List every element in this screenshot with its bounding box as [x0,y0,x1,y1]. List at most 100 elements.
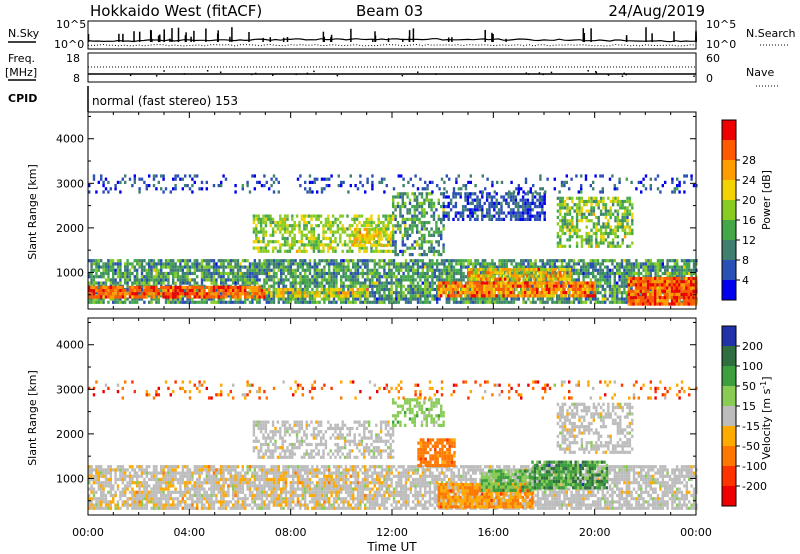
heatmap-cell [301,281,304,285]
heatmap-cell [217,297,220,301]
heatmap-cell [150,278,153,282]
heatmap-cell [331,249,335,253]
heatmap-cell [692,283,695,287]
heatmap-cell [179,262,182,266]
heatmap-cell [450,262,453,266]
heatmap-cell [640,294,643,298]
heatmap-cell [527,262,530,266]
heatmap-cell [420,192,424,196]
heatmap-cell [516,268,519,272]
heatmap-cell [406,211,409,215]
heatmap-cell [642,286,645,290]
heatmap-cell [124,262,127,266]
heatmap-cell [340,262,343,266]
heatmap-cell [282,300,285,304]
heatmap-cell [305,243,308,247]
heatmap-cell [506,277,509,281]
heatmap-cell [466,198,470,202]
heatmap-cell [627,289,630,293]
heatmap-cell [476,259,480,263]
heatmap-cell [361,288,364,292]
heatmap-cell [294,300,297,304]
heatmap-cell [312,230,316,234]
heatmap-cell [371,271,374,276]
heatmap-cell [310,246,313,250]
heatmap-cell [515,262,518,266]
heatmap-cell [160,259,163,263]
heatmap-cell [416,201,419,205]
heatmap-cell [529,205,532,209]
heatmap-cell [438,297,441,301]
heatmap-cell [611,287,614,292]
heatmap-cell [220,275,223,279]
heatmap-cell [423,240,426,244]
heatmap-cell [341,224,344,228]
heatmap-cell [279,246,282,250]
heatmap-cell [271,246,275,250]
heatmap-cell [490,214,494,218]
heatmap-cell [186,259,189,263]
heatmap-cell [460,300,463,304]
heatmap-cell [316,284,319,288]
heatmap-cell [332,262,336,266]
heatmap-cell [270,275,273,279]
heatmap-cell [217,300,220,304]
heatmap-cell [181,285,184,289]
heatmap-cell [169,262,172,266]
heatmap-cell [280,265,283,269]
heatmap-cell [421,287,424,292]
heatmap-cell [268,268,271,272]
heatmap-cell [430,198,433,202]
heatmap-cell [260,295,264,299]
heatmap-cell [604,281,607,285]
heatmap-cell [355,217,359,221]
heatmap-cell [162,262,165,266]
heatmap-cell [164,265,168,269]
heatmap-cell [428,240,431,244]
heatmap-cell [632,275,636,279]
heatmap-cell [210,285,213,289]
heatmap-cell [676,268,679,272]
heatmap-cell [124,278,127,282]
heatmap-cell [569,294,572,298]
heatmap-cell [680,268,684,272]
heatmap-cell [580,300,583,304]
heatmap-cell [630,271,633,276]
heatmap-cell [606,265,609,269]
heatmap-cell [293,233,296,237]
heatmap-cell [628,259,631,263]
heatmap-cell [630,296,633,300]
heatmap-cell [368,268,372,272]
heatmap-cell [328,284,331,288]
heatmap-cell [541,201,544,205]
heatmap-cell [592,265,595,269]
heatmap-cell [606,268,609,272]
heatmap-cell [392,230,395,234]
heatmap-cell [649,276,652,281]
heatmap-cell [359,271,362,276]
heatmap-cell [145,275,148,279]
heatmap-cell [114,271,117,276]
heatmap-cell [227,300,230,304]
heatmap-cell [433,281,436,285]
heatmap-cell [419,284,422,288]
heatmap-cell [367,224,371,228]
heatmap-cell [623,259,626,263]
heatmap-cell [88,295,91,299]
heatmap-cell [402,265,405,269]
heatmap-cell [306,265,309,269]
heatmap-cell [432,246,436,250]
heatmap-cell [591,281,594,285]
heatmap-cell [286,243,289,247]
heatmap-cell [291,217,294,221]
heatmap-cell [484,262,487,266]
heatmap-cell [656,271,660,276]
heatmap-cell [401,240,404,244]
heatmap-cell [95,265,98,269]
heatmap-cell [356,265,360,269]
heatmap-cell [505,265,508,269]
heatmap-cell [251,271,254,276]
heatmap-cell [246,271,249,276]
heatmap-cell [176,292,180,296]
heatmap-cell [236,275,240,279]
